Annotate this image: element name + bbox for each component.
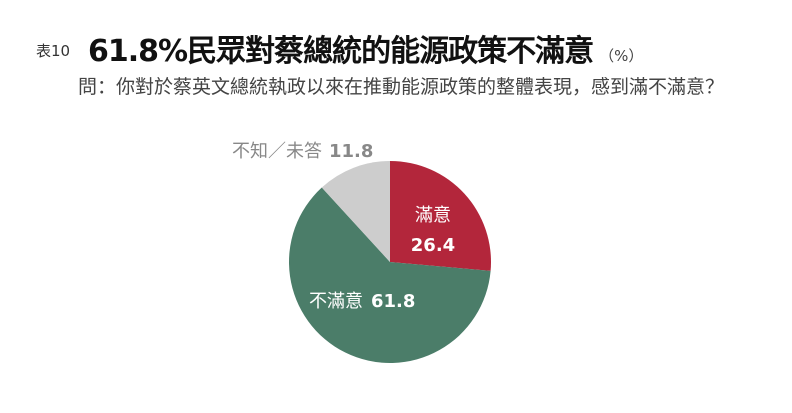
- slice-satisfied: [390, 161, 491, 271]
- title-text: 61.8%民眾對蔡總統的能源政策不滿意: [88, 34, 594, 69]
- label-dissatisfied-value: 61.8: [371, 291, 415, 312]
- survey-question: 問：你對於蔡英文總統執政以來在推動能源政策的整體表現，感到滿不滿意？: [78, 76, 725, 98]
- unit-label: （%）: [599, 47, 644, 65]
- label-satisfied-value: 26.4: [411, 235, 455, 256]
- table-label: 表10: [36, 42, 71, 60]
- label-unknown-value: 11.8: [329, 141, 373, 162]
- chart-title: 61.8%民眾對蔡總統的能源政策不滿意 （%）: [88, 26, 643, 70]
- label-dissatisfied-name: 不滿意: [309, 291, 363, 312]
- label-satisfied-name: 滿意: [415, 205, 451, 226]
- slice-unknown: [321, 161, 390, 262]
- label-unknown-name: 不知／未答: [232, 141, 322, 162]
- slice-dissatisfied: [289, 187, 491, 363]
